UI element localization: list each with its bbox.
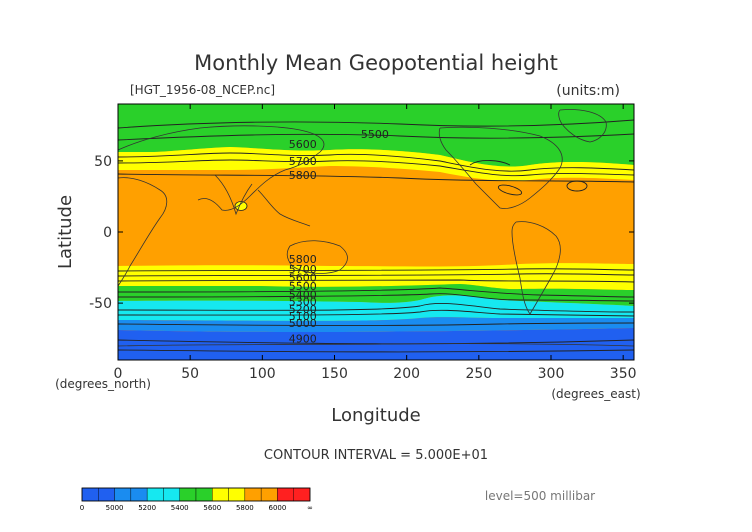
contour-label: 5500 [289,280,317,293]
contour-label: 4900 [289,333,317,346]
contour-label: 5600 [289,272,317,285]
colorbar-label: 0 [80,504,84,512]
x-tick-label: 250 [465,366,492,382]
contour-label: 5600 [289,138,317,151]
colorbar-swatch [195,487,213,502]
contour-label: 5700 [289,263,317,276]
colorbar-swatch [163,487,180,502]
units-label: (units:m) [556,83,620,99]
colorbar-swatch [277,487,294,502]
band-green-south [118,284,634,306]
contour-label: 5800 [289,253,317,266]
colorbar-label: 5400 [171,504,189,512]
x-tick-label: 200 [393,366,420,382]
colorbar-swatch [179,487,197,502]
colorbar-label: 6000 [269,504,287,512]
contour-label: 5200 [289,303,317,316]
colorbar-swatch [114,487,132,502]
colorbar-label: ∞ [307,504,313,512]
colorbar-swatch [244,487,262,502]
x-tick-label: 0 [114,366,123,382]
y-tick-label: 50 [94,154,112,170]
y-tick-label: -50 [89,296,112,312]
x-axis: 0 50 100 150 200 250 300 350 [114,104,637,382]
colorbar-swatch [146,487,164,502]
file-label: [HGT_1956-08_NCEP.nc] [130,83,275,97]
contour-label: 5700 [289,155,317,168]
contour-label-layer: 5500560057005800580057005600550054005300… [289,128,389,346]
colorbar-swatch [228,487,246,502]
y-axis-label: Latitude [55,195,76,269]
contour-interval-text: CONTOUR INTERVAL = 5.000E+01 [264,448,488,463]
coastlines [117,109,635,347]
y-tick-label: 0 [103,225,112,241]
colorbar-swatch [260,487,278,502]
x-tick-label: 100 [249,366,276,382]
colorbar-frame [81,487,311,502]
colorbar-swatch [212,487,229,502]
x-tick-label: 300 [538,366,565,382]
colorbar-label: 5800 [236,504,254,512]
map-panel: 5500560057005800580057005600550054005300… [117,103,635,361]
contour-lines [117,119,635,353]
contour-label: 5800 [289,169,317,182]
colorbar-swatch [98,487,115,502]
x-tick-label: 350 [610,366,637,382]
contour-label: 5500 [361,128,389,141]
contour-label: 5300 [289,296,317,309]
x-axis-label: Longitude [331,405,421,426]
colorbar-label: 5000 [106,504,124,512]
colorbar-swatch [81,487,99,502]
x-tick-label: 50 [181,366,199,382]
x-tick-label: 150 [321,366,348,382]
contour-label: 5000 [289,317,317,330]
level-text: level=500 millibar [485,489,595,503]
colorbar-label: 5600 [203,504,221,512]
chart-title: Monthly Mean Geopotential height [194,51,558,75]
contour-label: 5100 [289,310,317,323]
colorbar-swatch [130,487,148,502]
contour-label: 5400 [289,289,317,302]
y-axis: 50 0 -50 [89,154,634,312]
colorbar-label: 5200 [138,504,156,512]
band-yellow-south [118,263,634,290]
colorbar: 0 5000 5200 5400 5600 5800 6000 ∞ [80,487,313,512]
y-unit-label: (degrees_north) [55,377,151,391]
colorbar-swatch [293,487,311,502]
x-unit-label: (degrees_east) [551,387,640,401]
band-yellow-north [118,147,634,181]
band-lightblue-south [118,317,634,332]
